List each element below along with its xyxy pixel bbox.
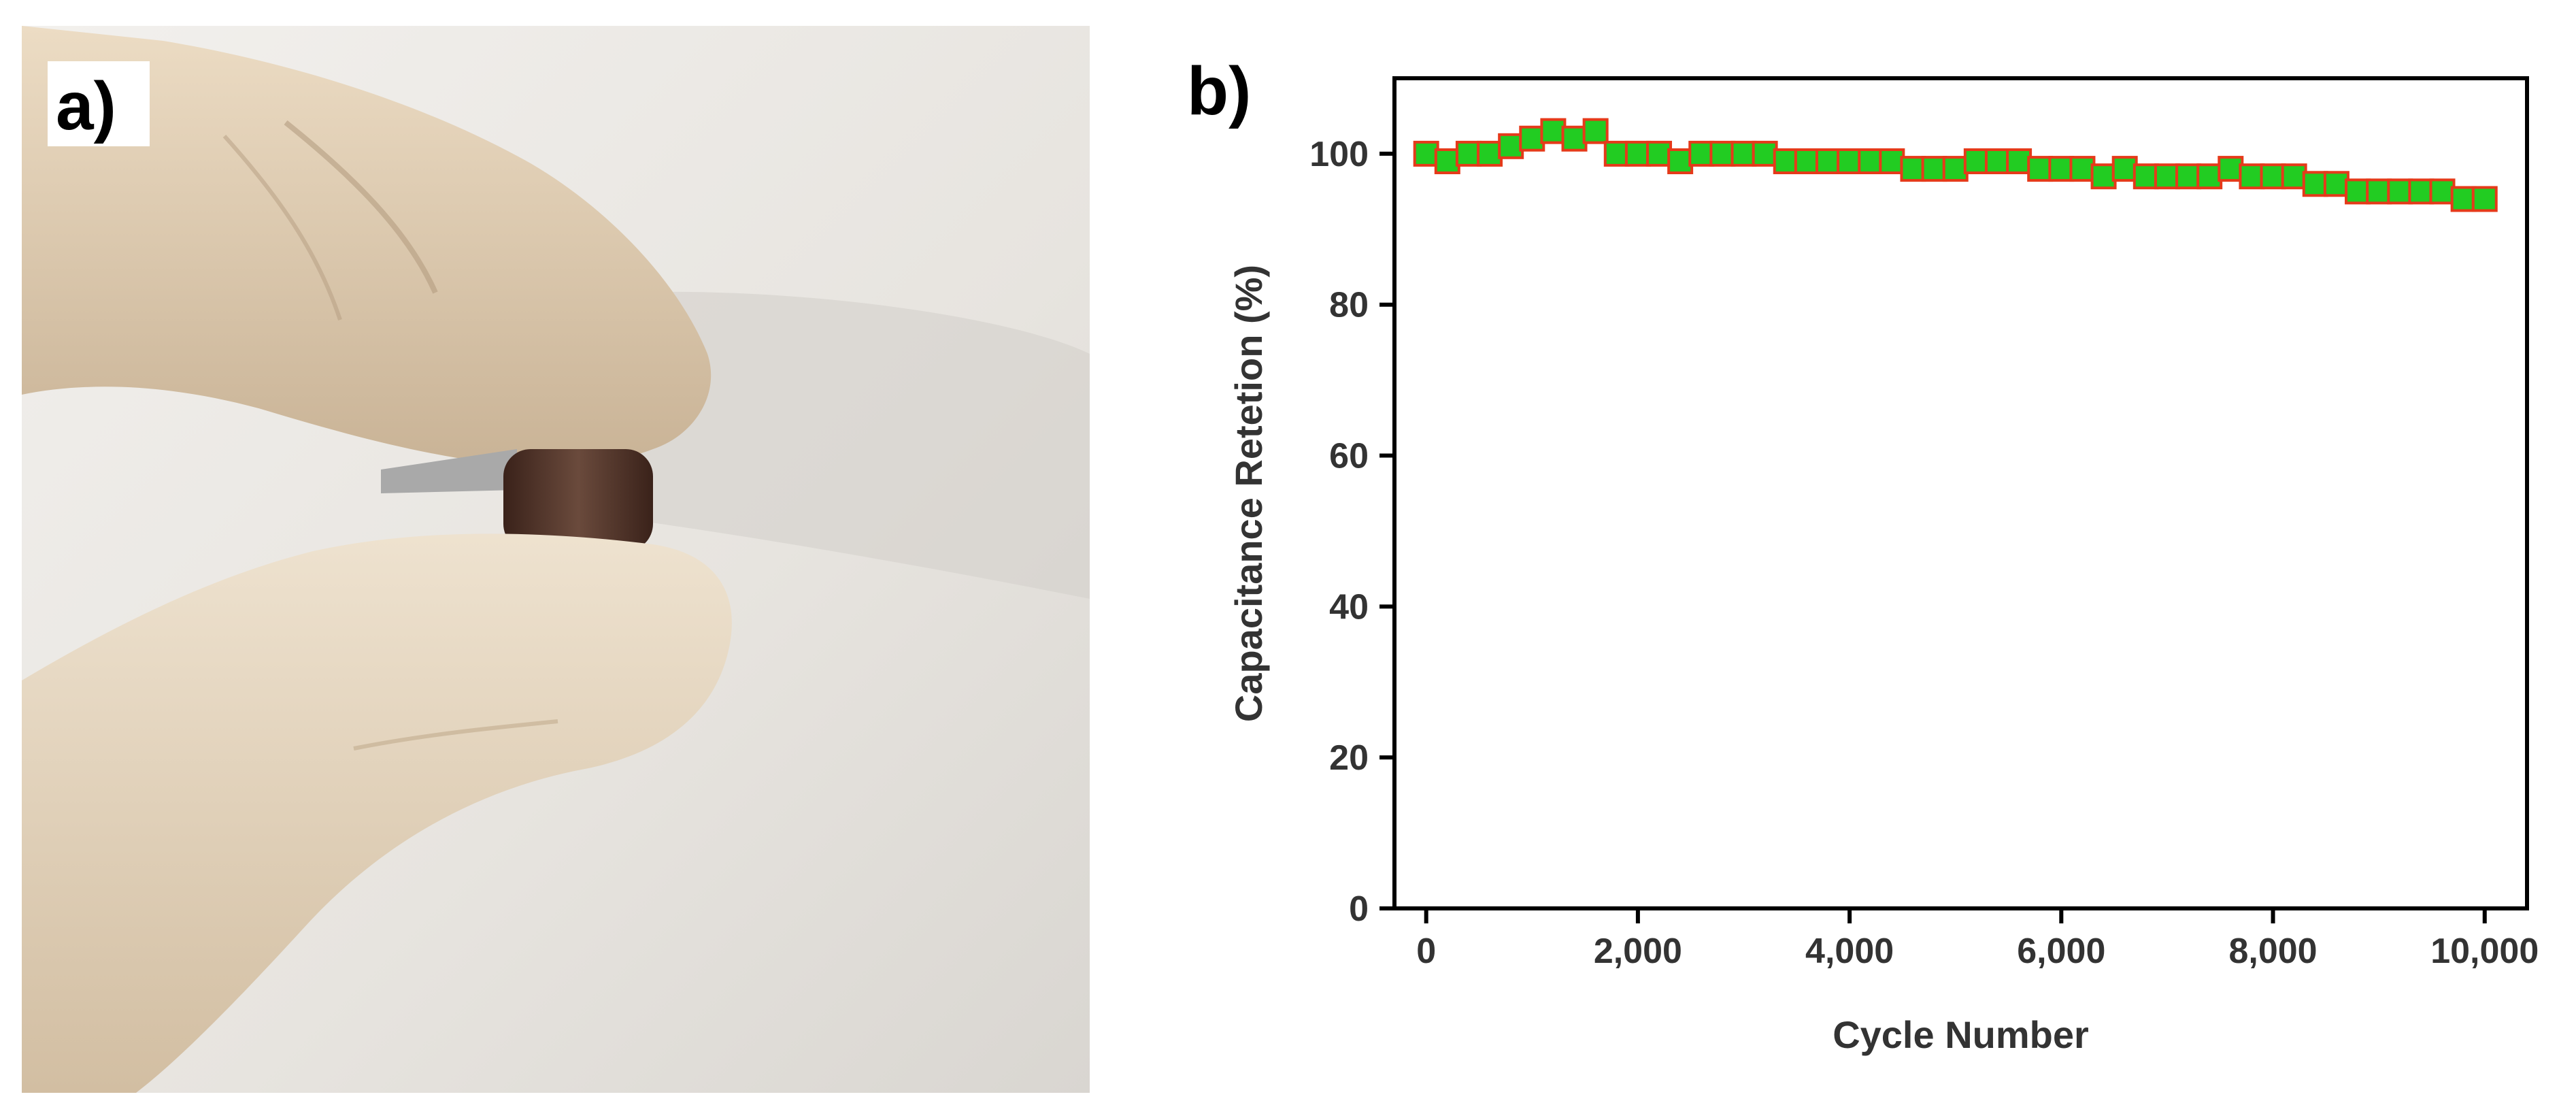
data-point	[2345, 178, 2371, 205]
y-tick-label: 100	[1309, 135, 1369, 174]
data-point	[1879, 148, 1905, 174]
data-point	[1858, 148, 1884, 174]
y-tick-label: 20	[1329, 738, 1369, 778]
finger-crease-2	[222, 134, 342, 320]
panel-a-label: a)	[56, 68, 116, 144]
data-point	[2132, 163, 2159, 190]
data-point	[2175, 163, 2202, 190]
data-point	[1709, 140, 1736, 167]
y-tick-label: 0	[1349, 889, 1369, 929]
data-point	[1794, 148, 1820, 174]
x-axis-title: Cycle Number	[1833, 1013, 2089, 1056]
data-point	[2281, 163, 2307, 190]
x-tick-label: 10,000	[2430, 932, 2539, 971]
data-point	[1498, 133, 1524, 159]
plot-frame	[1392, 76, 2529, 910]
photo-panel: a)	[22, 26, 1090, 1093]
data-point	[1837, 148, 1863, 174]
x-tick-label: 4,000	[1805, 932, 1894, 971]
data-point	[1942, 156, 1969, 182]
data-point	[1921, 156, 1947, 182]
x-tick-label: 0	[1416, 932, 1436, 971]
data-point	[2429, 178, 2456, 205]
x-tick-label: 8,000	[2228, 932, 2317, 971]
y-axis: 0 20 40 60 80 100	[1309, 135, 1394, 929]
photo-shadow	[612, 291, 1090, 599]
chart-panel: b) 0 20 40 60 80 100 0 2,000 4,000 6,000 8,000 10,…	[1187, 53, 2539, 1056]
data-point	[1413, 140, 1439, 167]
thumb-crease	[353, 719, 558, 751]
data-point	[2218, 156, 2244, 182]
data-point	[1730, 140, 1757, 167]
data-point	[2006, 148, 2033, 174]
data-point	[1603, 140, 1630, 167]
data-point	[1477, 140, 1503, 167]
data-point	[2302, 171, 2328, 197]
data-point	[2260, 163, 2286, 190]
data-point	[2090, 163, 2117, 190]
data-point	[1900, 156, 1926, 182]
x-axis: 0 2,000 4,000 6,000 8,000 10,000	[1416, 908, 2539, 971]
data-point	[1455, 140, 1482, 167]
data-point	[1519, 125, 1545, 152]
device-roll-icon	[503, 449, 653, 551]
lower-finger-icon	[22, 533, 732, 1093]
data-point	[2323, 171, 2349, 197]
data-point	[1773, 148, 1799, 174]
data-point	[1434, 148, 1460, 174]
device-film-icon	[381, 449, 517, 493]
data-point	[1984, 148, 2011, 174]
data-point	[2048, 156, 2075, 182]
data-point	[2387, 178, 2413, 205]
data-point	[2366, 178, 2392, 205]
data-point	[1688, 140, 1715, 167]
data-point	[2027, 156, 2054, 182]
y-tick-label: 80	[1329, 286, 1369, 325]
x-tick-label: 2,000	[1594, 932, 1682, 971]
data-point	[2196, 163, 2223, 190]
panel-a-label-box	[48, 61, 150, 146]
data-point	[1624, 140, 1651, 167]
data-point	[2069, 156, 2096, 182]
y-tick-label: 60	[1329, 437, 1369, 476]
y-tick-label: 40	[1329, 587, 1369, 627]
data-point	[1667, 148, 1694, 174]
data-point	[2239, 163, 2265, 190]
upper-finger-icon	[22, 26, 712, 467]
data-point	[1582, 118, 1609, 144]
data-point	[2111, 156, 2138, 182]
data-point	[1752, 140, 1778, 167]
data-series	[1413, 118, 2498, 212]
data-point	[2154, 163, 2180, 190]
x-tick-label: 6,000	[2017, 932, 2105, 971]
data-point	[1646, 140, 1673, 167]
data-point	[2450, 186, 2477, 212]
y-axis-title: Capacitance Retetion (%)	[1227, 265, 1270, 722]
data-point	[1540, 118, 1567, 144]
panel-b-label: b)	[1187, 53, 1251, 129]
data-point	[2408, 178, 2435, 205]
data-point	[1815, 148, 1841, 174]
data-point	[2471, 186, 2498, 212]
data-point	[1561, 125, 1588, 152]
data-point	[1963, 148, 1990, 174]
finger-crease-1	[284, 120, 438, 294]
